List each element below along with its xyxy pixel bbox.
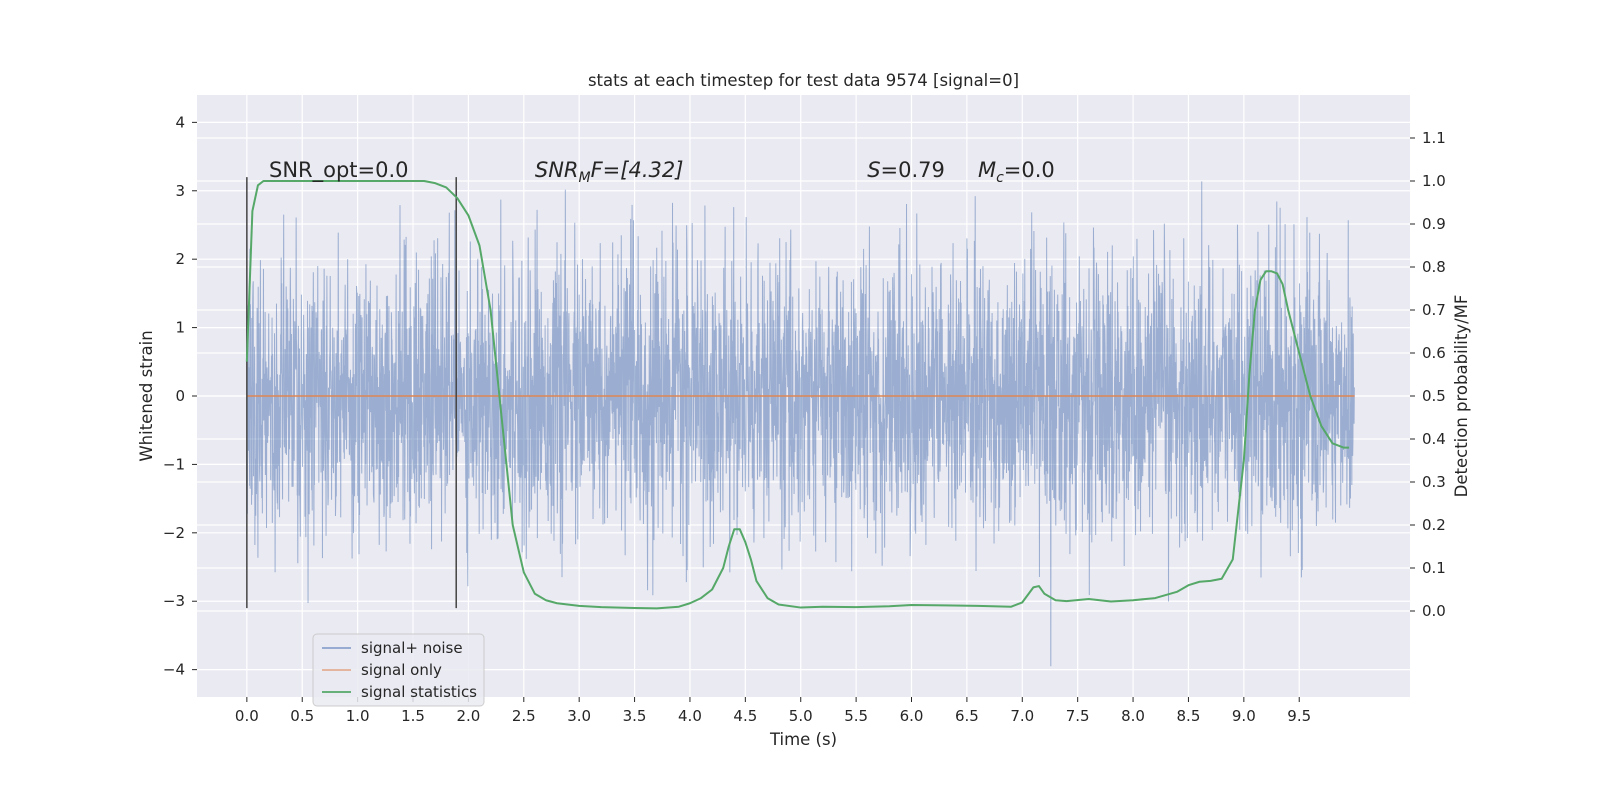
legend-label-signal-noise: signal+ noise — [361, 639, 463, 657]
annotation-3: Mc=0.0 — [978, 158, 1055, 186]
stats-series-layer — [245, 180, 1350, 610]
legend-box — [312, 633, 485, 707]
x-tick-label: 1.5 — [401, 707, 425, 725]
marker-lines-layer — [246, 177, 457, 609]
noise-series-line — [246, 181, 1355, 667]
x-tick-label: 8.5 — [1177, 707, 1201, 725]
y-tick-label: 2 — [175, 250, 185, 268]
signal-statistics-line — [245, 180, 1350, 610]
x-axis-label: Time (s) — [769, 730, 837, 749]
y-tick-label: 1 — [175, 319, 185, 337]
legend-label-signal-only: signal only — [361, 661, 442, 679]
x-tick-label: 2.0 — [456, 707, 480, 725]
x-tick-label: 0.0 — [235, 707, 259, 725]
y-right-tick-label: 0.9 — [1422, 215, 1446, 233]
x-tick-label: 5.5 — [844, 707, 868, 725]
annotation-0: SNR_opt=0.0 — [269, 158, 409, 183]
annotation-main: S — [867, 158, 880, 182]
y-right-tick-label: 0.3 — [1422, 473, 1446, 491]
x-tick-label: 9.5 — [1287, 707, 1311, 725]
y-right-tick-label: 0.2 — [1422, 516, 1446, 534]
x-tick-label: 3.0 — [567, 707, 591, 725]
chart-legend: signal+ noise signal only signal statist… — [312, 633, 485, 707]
y-right-tick-label: 0.5 — [1422, 387, 1446, 405]
x-tick-label: 7.0 — [1010, 707, 1034, 725]
tick-labels-layer: 0.0 0.5 1.0 1.5 2.0 2.5 3.0 3.5 4.0 4.5 5.0 5.5 6.0 6… — [163, 113, 1446, 725]
annotation-sub: M — [579, 170, 591, 186]
y-tick-label: 4 — [175, 113, 185, 131]
y-right-tick-label: 1.1 — [1422, 129, 1446, 147]
y-right-tick-label: 0.7 — [1422, 301, 1446, 319]
annotation-main: SNR — [535, 158, 579, 182]
x-tick-label: 8.0 — [1121, 707, 1145, 725]
y-right-tick-label: 0.4 — [1422, 430, 1446, 448]
y-tick-label: −1 — [163, 455, 185, 473]
x-tick-label: 0.5 — [290, 707, 314, 725]
y-tick-label: −2 — [163, 524, 185, 542]
x-tick-label: 7.5 — [1066, 707, 1090, 725]
x-tick-label: 6.5 — [955, 707, 979, 725]
y-axis-right-label: Detection probability/MF — [1452, 295, 1471, 498]
x-tick-label: 3.5 — [623, 707, 647, 725]
y-tick-label: 0 — [175, 387, 185, 405]
annotation-tail: F=[4.32] — [591, 158, 684, 182]
y-right-tick-label: 0.8 — [1422, 258, 1446, 276]
annotation-sub: c — [996, 170, 1004, 186]
x-tick-label: 5.0 — [789, 707, 813, 725]
chart-title: stats at each timestep for test data 957… — [588, 71, 1019, 90]
x-tick-label: 9.0 — [1232, 707, 1256, 725]
annotation-tail: =0.79 — [881, 158, 945, 182]
x-tick-label: 4.5 — [733, 707, 757, 725]
annotation-tail: =0.0 — [1004, 158, 1055, 182]
y-right-tick-label: 1.0 — [1422, 172, 1446, 190]
annotation-2: S=0.79 — [867, 158, 945, 182]
x-tick-label: 4.0 — [678, 707, 702, 725]
annotation-main: M — [978, 158, 996, 182]
y-tick-label: −3 — [163, 592, 185, 610]
legend-label-signal-statistics: signal statistics — [361, 683, 477, 701]
x-tick-label: 2.5 — [512, 707, 536, 725]
y-tick-label: −4 — [163, 661, 185, 679]
annotation-1: SNRMF=[4.32] — [535, 158, 684, 186]
y-tick-label: 3 — [175, 182, 185, 200]
x-tick-label: 1.0 — [346, 707, 370, 725]
annotations-layer: SNR_opt=0.0 SNRMF=[4.32] S=0.79 Mc=0.0 — [269, 158, 1055, 186]
x-tick-label: 6.0 — [900, 707, 924, 725]
y-right-tick-label: 0.1 — [1422, 559, 1446, 577]
y-right-tick-label: 0.0 — [1422, 602, 1446, 620]
noise-series-layer — [246, 181, 1355, 667]
y-right-tick-label: 0.6 — [1422, 344, 1446, 362]
y-axis-label: Whitened strain — [137, 330, 156, 461]
